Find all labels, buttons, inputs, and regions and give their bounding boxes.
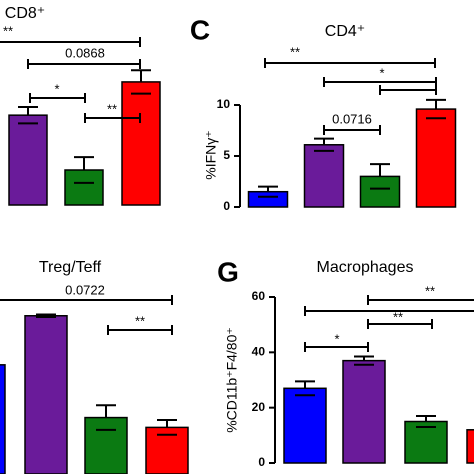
y-tick-label: 40 bbox=[252, 345, 266, 359]
significance-label: ** bbox=[290, 44, 300, 59]
chart-title: Macrophages bbox=[317, 259, 414, 276]
y-tick-label: 60 bbox=[252, 289, 266, 303]
y-tick-label: 20 bbox=[252, 400, 266, 414]
chart-title: CD8⁺ bbox=[5, 5, 45, 22]
significance-label: ** bbox=[425, 283, 435, 298]
y-tick-label: 0 bbox=[258, 455, 265, 469]
bar bbox=[342, 359, 386, 464]
bar bbox=[121, 81, 161, 206]
significance-label: * bbox=[334, 331, 339, 346]
y-axis-label: %IFNγ⁺ bbox=[203, 130, 219, 179]
bar bbox=[24, 315, 68, 474]
significance-label: * bbox=[54, 81, 59, 96]
panel-label: G bbox=[217, 256, 239, 287]
bar bbox=[359, 175, 401, 208]
panel-label: C bbox=[190, 14, 210, 45]
significance-label: ** bbox=[3, 23, 13, 38]
significance-label: 0.0722 bbox=[65, 282, 105, 297]
y-tick-label: 5 bbox=[223, 148, 230, 162]
bar bbox=[415, 108, 457, 208]
chart-title: CD4⁺ bbox=[325, 23, 365, 40]
bar bbox=[303, 144, 345, 208]
significance-label: 0.0868 bbox=[65, 45, 105, 60]
significance-label: ** bbox=[393, 309, 403, 324]
significance-label: ** bbox=[135, 313, 145, 328]
bar bbox=[84, 416, 128, 474]
significance-label: 0.0716 bbox=[332, 111, 372, 126]
bar bbox=[404, 420, 448, 464]
bar bbox=[64, 169, 104, 206]
y-tick-label: 10 bbox=[217, 97, 231, 111]
y-tick-label: 0 bbox=[223, 199, 230, 213]
bar bbox=[466, 429, 474, 464]
chart-title: Treg/Teff bbox=[39, 259, 102, 276]
bar bbox=[0, 364, 6, 474]
significance-label: ** bbox=[107, 101, 117, 116]
bar bbox=[283, 387, 327, 464]
bar bbox=[247, 190, 289, 208]
bar bbox=[8, 114, 48, 206]
significance-label: * bbox=[379, 65, 384, 80]
y-axis-label: %CD11b⁺F4/80⁺ bbox=[224, 327, 240, 433]
